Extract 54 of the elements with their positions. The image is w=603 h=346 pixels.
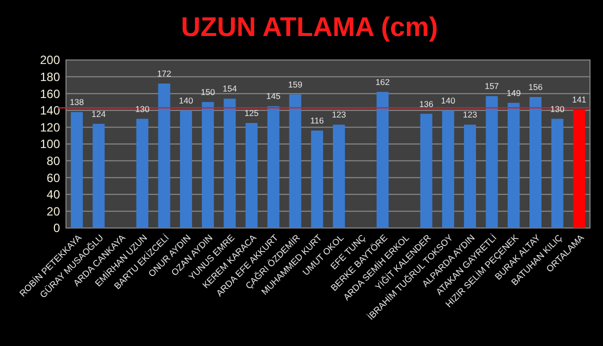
data-label: 156: [528, 82, 543, 92]
bar: [224, 98, 236, 228]
data-label: 116: [310, 116, 324, 126]
y-tick-label: 100: [40, 137, 60, 152]
bar: [464, 124, 476, 228]
data-label: 140: [178, 95, 194, 106]
bar: [376, 92, 389, 228]
data-label: 140: [441, 95, 456, 106]
bar: [70, 112, 83, 228]
y-tick-label: 180: [40, 70, 60, 84]
y-tick-label: 140: [40, 104, 60, 118]
bar: [442, 110, 454, 228]
bar: [573, 110, 586, 228]
data-label: 154: [222, 84, 238, 94]
data-label: 138: [70, 97, 84, 108]
bar: [508, 102, 520, 228]
data-label: 150: [200, 87, 216, 97]
bar: [136, 118, 148, 228]
y-tick-label: 200: [40, 53, 60, 68]
bar: [180, 110, 192, 228]
data-label: 162: [376, 76, 390, 87]
y-tick-label: 20: [46, 204, 60, 218]
data-label: 136: [419, 98, 434, 109]
data-label: 172: [157, 68, 172, 79]
y-tick-label: 60: [46, 170, 60, 185]
bar: [246, 123, 258, 228]
chart-title: UZUN ATLAMA (cm): [181, 12, 438, 42]
bar: [486, 96, 498, 228]
data-label: 157: [484, 81, 500, 92]
y-tick-label: 80: [46, 154, 60, 168]
bar: [311, 130, 324, 228]
bar: [551, 118, 564, 228]
bar: [420, 114, 432, 228]
bar: [92, 124, 105, 228]
data-label: 149: [506, 88, 522, 98]
data-label: 123: [332, 110, 346, 120]
y-tick-label: 120: [40, 120, 60, 134]
data-label: 123: [462, 110, 478, 120]
data-label: 125: [244, 108, 259, 118]
bar: [332, 124, 345, 228]
data-label: 130: [135, 104, 150, 114]
y-tick-label: 0: [53, 221, 60, 236]
data-label: 145: [266, 91, 281, 102]
data-label: 141: [572, 94, 587, 105]
data-label: 159: [288, 79, 303, 90]
bar: [529, 96, 542, 228]
data-label: 130: [550, 104, 565, 114]
data-label: 124: [92, 108, 106, 119]
y-tick-label: 160: [40, 86, 60, 101]
bar: [158, 84, 170, 228]
y-tick-label: 40: [46, 188, 60, 202]
bar: [289, 94, 302, 228]
bar: [202, 102, 214, 228]
bar: [267, 106, 280, 228]
